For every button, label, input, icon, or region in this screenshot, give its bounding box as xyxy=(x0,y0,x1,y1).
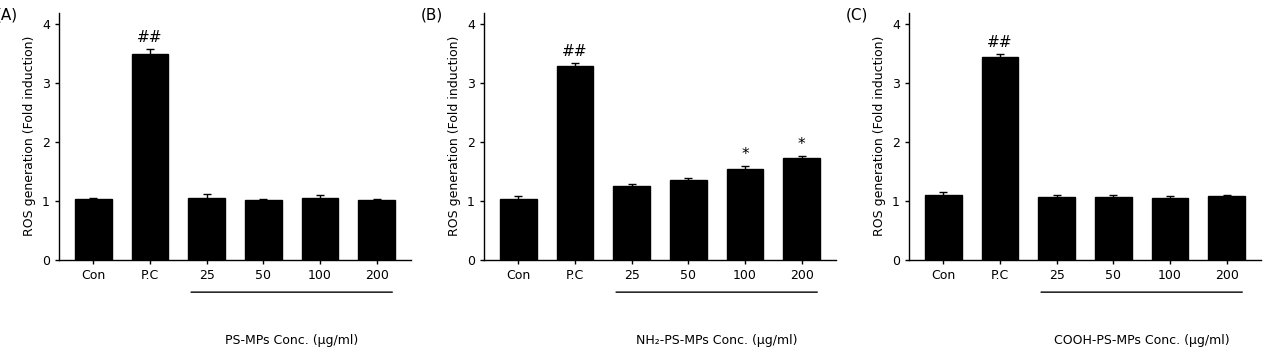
Text: *: * xyxy=(798,136,805,151)
Bar xyxy=(1208,196,1245,260)
Y-axis label: ROS generation (Fold induction): ROS generation (Fold induction) xyxy=(874,36,886,237)
Text: (B): (B) xyxy=(421,8,443,23)
Text: NH₂-PS-MPs Conc. (μg/ml): NH₂-PS-MPs Conc. (μg/ml) xyxy=(637,334,798,347)
Bar xyxy=(75,199,112,260)
Bar xyxy=(784,158,820,260)
Bar xyxy=(302,198,339,260)
Text: ##: ## xyxy=(988,35,1013,50)
Y-axis label: ROS generation (Fold induction): ROS generation (Fold induction) xyxy=(23,36,37,237)
Text: COOH-PS-MPs Conc. (μg/ml): COOH-PS-MPs Conc. (μg/ml) xyxy=(1054,334,1230,347)
Bar xyxy=(1094,197,1132,260)
Bar xyxy=(500,199,536,260)
Text: PS-MPs Conc. (μg/ml): PS-MPs Conc. (μg/ml) xyxy=(224,334,359,347)
Bar xyxy=(614,186,650,260)
Text: (A): (A) xyxy=(0,8,18,23)
Bar xyxy=(924,195,961,260)
Bar xyxy=(359,201,396,260)
Bar xyxy=(557,66,593,260)
Text: ##: ## xyxy=(562,44,588,59)
Bar xyxy=(245,201,281,260)
Text: ##: ## xyxy=(137,30,162,45)
Text: *: * xyxy=(742,147,749,162)
Bar xyxy=(188,198,226,260)
Bar xyxy=(1038,197,1075,260)
Bar xyxy=(1151,198,1188,260)
Bar xyxy=(981,57,1018,260)
Bar xyxy=(670,181,706,260)
Bar xyxy=(132,54,169,260)
Y-axis label: ROS generation (Fold induction): ROS generation (Fold induction) xyxy=(449,36,462,237)
Bar xyxy=(727,169,763,260)
Text: (C): (C) xyxy=(846,8,867,23)
